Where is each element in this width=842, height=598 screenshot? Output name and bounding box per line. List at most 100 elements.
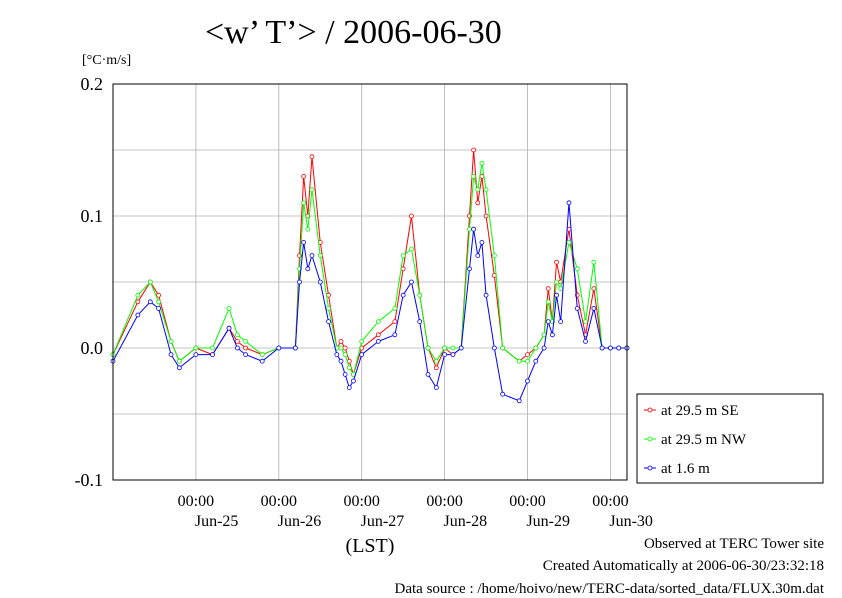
data-point xyxy=(583,338,588,344)
data-point xyxy=(359,338,365,344)
x-tick-date: Jun-29 xyxy=(526,513,570,530)
data-point xyxy=(342,371,348,377)
legend-label: at 29.5 m SE xyxy=(661,403,739,419)
data-point xyxy=(309,253,315,259)
data-point xyxy=(346,365,352,371)
data-point xyxy=(591,305,597,311)
data-point xyxy=(375,319,381,325)
data-point xyxy=(442,345,448,351)
data-point xyxy=(475,187,481,193)
data-point xyxy=(545,286,551,292)
data-point xyxy=(234,338,240,344)
data-point xyxy=(541,345,547,351)
data-point xyxy=(450,345,456,351)
data-point xyxy=(234,345,240,351)
data-point xyxy=(351,378,356,384)
y-axis-unit: [°C·m/s] xyxy=(82,53,132,68)
data-point xyxy=(305,266,311,272)
data-point xyxy=(301,239,307,245)
data-point xyxy=(483,213,489,219)
data-point xyxy=(433,385,439,391)
data-point xyxy=(309,187,315,193)
data-point xyxy=(301,173,307,179)
data-point xyxy=(483,187,489,193)
x-tick-date: Jun-25 xyxy=(195,513,239,530)
legend-label: at 29.5 m NW xyxy=(661,432,747,448)
x-tick-time: 00:00 xyxy=(509,493,545,510)
x-axis-label: (LST) xyxy=(346,535,395,557)
data-point xyxy=(533,358,539,364)
data-point xyxy=(342,345,348,351)
x-tick-time: 00:00 xyxy=(426,493,462,510)
data-point xyxy=(334,352,340,358)
data-point xyxy=(491,253,497,259)
data-point xyxy=(135,312,141,318)
data-point xyxy=(156,305,161,311)
data-point xyxy=(297,279,302,285)
data-point xyxy=(467,226,472,232)
data-point xyxy=(425,345,431,351)
data-point xyxy=(375,338,381,344)
data-point xyxy=(574,266,580,272)
data-point xyxy=(574,305,580,311)
data-point xyxy=(549,332,555,338)
series-line xyxy=(112,149,627,377)
data-point xyxy=(545,319,551,325)
legend-box xyxy=(636,393,824,484)
y-tick-label: 0.2 xyxy=(81,74,104,94)
footer-source: Data source : /home/hoivo/new/TERC-data/… xyxy=(394,581,825,597)
x-tick-date: Jun-30 xyxy=(609,513,653,530)
data-point xyxy=(338,345,344,351)
data-point xyxy=(301,200,307,206)
data-point xyxy=(545,299,551,305)
x-tick-time: 00:00 xyxy=(343,493,379,510)
data-point xyxy=(558,319,564,325)
data-point xyxy=(292,345,298,351)
data-point xyxy=(243,345,249,351)
data-point xyxy=(500,391,506,397)
data-point xyxy=(392,332,398,338)
data-point xyxy=(566,239,572,245)
data-point xyxy=(243,352,249,358)
data-point xyxy=(409,213,414,219)
data-point xyxy=(599,345,605,351)
data-point xyxy=(554,292,559,298)
data-point xyxy=(226,305,232,311)
data-point xyxy=(156,292,161,298)
footer-created: Created Automatically at 2006-06-30/23:3… xyxy=(542,558,824,574)
data-point xyxy=(479,239,485,245)
data-point xyxy=(409,279,414,285)
series-1 xyxy=(110,160,630,377)
series-layer xyxy=(110,147,630,404)
series-2 xyxy=(110,200,630,404)
data-point xyxy=(317,253,323,259)
data-point xyxy=(591,286,597,292)
chart-title: <w’ T’> / 2006-06-30 xyxy=(205,14,502,51)
data-point xyxy=(135,292,141,298)
footer-site: Observed at TERC Tower site xyxy=(643,536,824,552)
data-point xyxy=(467,266,472,272)
data-point xyxy=(259,358,265,364)
data-point xyxy=(554,259,559,265)
data-point xyxy=(342,352,348,358)
x-tick-date: Jun-26 xyxy=(278,513,322,530)
data-point xyxy=(616,345,622,351)
data-point xyxy=(500,345,506,351)
data-point xyxy=(168,338,174,344)
data-point xyxy=(591,259,597,265)
data-point xyxy=(193,345,199,351)
series-line xyxy=(112,163,627,376)
data-point xyxy=(525,358,530,364)
plot-frame xyxy=(112,83,628,481)
data-point xyxy=(450,352,456,358)
data-point xyxy=(168,352,174,358)
data-point xyxy=(226,325,232,331)
x-tick-time: 00:00 xyxy=(261,493,297,510)
data-point xyxy=(433,358,439,364)
data-point xyxy=(326,305,331,311)
legend-label: at 1.6 m xyxy=(661,461,710,477)
data-point xyxy=(147,279,153,285)
data-point xyxy=(210,352,215,358)
x-tick-time: 00:00 xyxy=(592,493,628,510)
